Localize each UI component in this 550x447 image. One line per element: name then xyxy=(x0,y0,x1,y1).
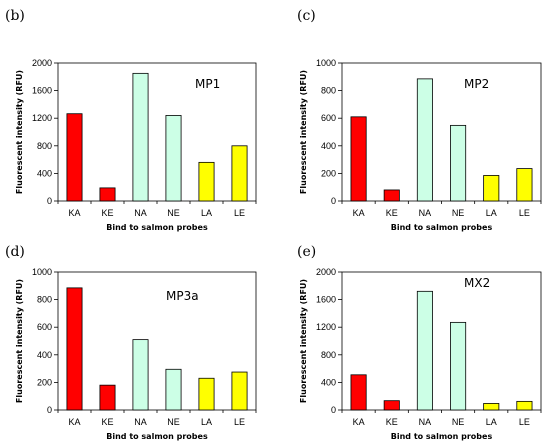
x-tick-label: NE xyxy=(167,208,180,218)
plot-frame xyxy=(57,271,257,411)
y-tick-label: 1000 xyxy=(32,267,52,277)
bar-ka xyxy=(350,116,367,202)
y-axis-label: Fluorescent intensity (RFU) xyxy=(299,279,308,403)
panel-title: MP1 xyxy=(195,77,220,91)
y-tick-label: 1600 xyxy=(316,295,336,305)
x-tick-label: NE xyxy=(452,208,465,218)
panel-letter: (d) xyxy=(5,244,25,260)
x-tick-label: LA xyxy=(486,417,497,427)
x-tick-label: LA xyxy=(486,208,497,218)
x-tick-label: NA xyxy=(134,417,147,427)
chart-panel: (c) 0 200 400 600 800 1000 KA KE NA NE LA LE MP2 Bind … xyxy=(297,8,542,232)
x-axis-label: Bind to salmon probes xyxy=(391,223,493,232)
bar-le xyxy=(231,371,248,411)
bar-ne xyxy=(165,368,182,411)
x-tick-label: KE xyxy=(386,208,398,218)
panel-title: MX2 xyxy=(464,276,490,290)
y-tick-label: 0 xyxy=(331,405,336,415)
bar-la xyxy=(198,377,215,411)
chart-panel: (b) 0 400 800 1200 1600 2000 KA KE NA NE LA LE MP1 Bin… xyxy=(5,8,257,232)
x-axis-label: Bind to salmon probes xyxy=(106,223,208,232)
plot-frame xyxy=(57,62,257,202)
bar-na xyxy=(416,290,433,411)
bar-ne xyxy=(450,124,467,202)
y-tick-label: 400 xyxy=(37,350,52,360)
bar-le xyxy=(516,400,533,411)
x-tick-label: NE xyxy=(452,417,465,427)
x-tick-label: NA xyxy=(134,208,147,218)
x-tick-label: NA xyxy=(419,417,432,427)
bar-ka xyxy=(350,374,367,411)
bar-le xyxy=(516,168,533,202)
y-tick-label: 2000 xyxy=(32,58,52,68)
y-tick-label: 600 xyxy=(321,113,336,123)
y-axis-label: Fluorescent intensity (RFU) xyxy=(299,70,308,194)
x-tick-label: LE xyxy=(234,208,245,218)
y-tick-label: 400 xyxy=(37,168,52,178)
y-axis-label: Fluorescent intensity (RFU) xyxy=(15,279,24,403)
x-tick-label: NA xyxy=(419,208,432,218)
bar-ke xyxy=(383,189,400,202)
y-tick-label: 1200 xyxy=(32,113,52,123)
y-tick-label: 800 xyxy=(37,141,52,151)
y-tick-label: 200 xyxy=(37,377,52,387)
panel-letter: (e) xyxy=(297,244,316,260)
panel-letter: (c) xyxy=(297,8,316,24)
y-axis-label: Fluorescent intensity (RFU) xyxy=(15,70,24,194)
x-tick-label: KE xyxy=(386,417,398,427)
x-tick-label: LE xyxy=(519,417,530,427)
panel-title: MP2 xyxy=(464,77,489,91)
bar-ka xyxy=(66,113,83,202)
bar-la xyxy=(483,403,500,411)
x-tick-label: LE xyxy=(519,208,530,218)
x-tick-label: LE xyxy=(234,417,245,427)
y-tick-label: 1600 xyxy=(32,86,52,96)
bar-ke xyxy=(99,384,116,411)
x-tick-label: KE xyxy=(101,208,113,218)
x-tick-label: KE xyxy=(101,417,113,427)
bar-la xyxy=(483,175,500,202)
y-tick-label: 1200 xyxy=(316,322,336,332)
y-tick-label: 0 xyxy=(47,405,52,415)
bar-na xyxy=(132,339,149,411)
bar-le xyxy=(231,145,248,202)
y-tick-label: 600 xyxy=(37,322,52,332)
y-tick-label: 2000 xyxy=(316,267,336,277)
y-tick-label: 800 xyxy=(321,350,336,360)
bar-ne xyxy=(450,321,467,411)
bar-ke xyxy=(99,187,116,202)
x-tick-label: LA xyxy=(201,208,212,218)
plot-frame xyxy=(341,62,542,202)
y-tick-label: 0 xyxy=(47,196,52,206)
chart-panel: (d) 0 200 400 600 800 1000 KA KE NA NE LA LE MP3a Bind… xyxy=(5,244,257,441)
x-tick-label: KA xyxy=(68,417,80,427)
y-tick-label: 800 xyxy=(321,86,336,96)
y-tick-label: 400 xyxy=(321,141,336,151)
chart-panel: (e) 0 400 800 1200 1600 2000 KA KE NA NE LA LE MX2 Bin… xyxy=(297,244,542,441)
x-axis-label: Bind to salmon probes xyxy=(106,432,208,441)
x-tick-label: NE xyxy=(167,417,180,427)
y-tick-label: 800 xyxy=(37,295,52,305)
bar-ka xyxy=(66,287,83,411)
panel-letter: (b) xyxy=(5,8,25,24)
x-tick-label: KA xyxy=(68,208,80,218)
bar-na xyxy=(132,72,149,202)
bar-ke xyxy=(383,400,400,411)
bar-ne xyxy=(165,115,182,202)
bar-la xyxy=(198,161,215,202)
y-tick-label: 200 xyxy=(321,168,336,178)
y-tick-label: 1000 xyxy=(316,58,336,68)
y-tick-label: 400 xyxy=(321,377,336,387)
plot-frame xyxy=(341,271,542,411)
y-tick-label: 0 xyxy=(331,196,336,206)
x-tick-label: LA xyxy=(201,417,212,427)
x-axis-label: Bind to salmon probes xyxy=(391,432,493,441)
panel-title: MP3a xyxy=(166,289,199,303)
x-tick-label: KA xyxy=(353,208,365,218)
bar-na xyxy=(416,78,433,202)
x-tick-label: KA xyxy=(353,417,365,427)
